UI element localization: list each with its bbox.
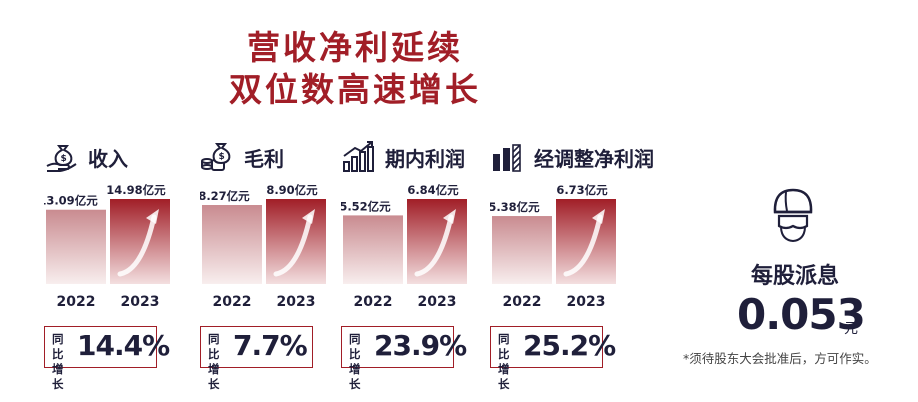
page-title-line-1: 营收净利延续 [247, 28, 463, 67]
bar-chart: 5.38亿元 2022 6.73亿元 2023 [490, 183, 616, 310]
bar-chart: 8.27亿元 2022 8.90亿元 2023 [200, 183, 326, 310]
svg-text:$: $ [219, 152, 225, 162]
metric-header: 期内利润 [341, 140, 465, 174]
growth-value: 23.9% [374, 329, 467, 362]
metric-header: $ 收入 [44, 140, 128, 174]
bar-2022 [202, 205, 262, 284]
bar-2023 [110, 199, 170, 284]
bar-chart: 5.52亿元 2022 6.84亿元 2023 [341, 183, 467, 310]
data-label-2023: 14.98亿元 [106, 183, 166, 197]
growth-arrow-head [443, 209, 456, 224]
category-label-2023: 2023 [567, 294, 606, 310]
metric-label: 毛利 [244, 146, 284, 171]
metric-label: 经调整净利润 [534, 146, 654, 171]
data-label-2022: 8.27亿元 [200, 189, 250, 203]
bar-2022 [492, 216, 552, 284]
bar-2023 [407, 199, 467, 284]
svg-text:$: $ [61, 154, 67, 164]
growth-arrow-head [592, 209, 605, 224]
growth-box: 同比增长 25.2% [490, 326, 616, 391]
growth-label: 同比增长 [349, 332, 361, 391]
category-label-2022: 2022 [213, 294, 252, 310]
page-title-line-2: 双位数高速增长 [229, 70, 481, 109]
growth-box: 同比增长 7.7% [200, 326, 313, 391]
growth-box: 同比增长 14.4% [44, 326, 170, 391]
growth-arrow-head [302, 209, 315, 224]
bar-chart-stripes-icon [493, 144, 521, 172]
metric-header: $ 毛利 [200, 140, 284, 174]
helmet-icon [773, 188, 813, 243]
metric-profit-for-period: 期内利润 5.52亿元 2022 6.84亿元 2023 同比增长 23.9% [341, 140, 511, 391]
growth-value: 25.2% [523, 329, 616, 362]
growth-arrow-head [146, 209, 159, 224]
money-bag-hand-icon: $ [46, 145, 77, 172]
data-label-2023: 6.84亿元 [407, 183, 459, 197]
metric-gross-profit: $ 毛利 8.27亿元 2022 8.90亿元 2023 同比增长 7.7% [200, 140, 370, 391]
category-label-2023: 2023 [121, 294, 160, 310]
data-label-2022: 5.52亿元 [341, 199, 391, 213]
growth-arrow [117, 214, 157, 277]
growth-label: 同比增长 [498, 332, 510, 391]
dividend-unit: 元 [844, 321, 858, 337]
growth-label: 同比增长 [208, 332, 220, 391]
category-label-2022: 2022 [354, 294, 393, 310]
growth-arrow [414, 214, 454, 277]
bar-2023 [556, 199, 616, 284]
data-label-2022: 13.09亿元 [44, 194, 98, 208]
growth-label: 同比增长 [52, 332, 64, 391]
metric-label: 收入 [88, 146, 128, 171]
category-label-2023: 2023 [277, 294, 316, 310]
data-label-2022: 5.38亿元 [490, 200, 540, 214]
growth-value: 7.7% [233, 329, 308, 362]
metric-label: 期内利润 [385, 146, 465, 171]
data-label-2023: 6.73亿元 [556, 183, 608, 197]
metric-header: 经调整净利润 [490, 140, 654, 174]
category-label-2022: 2022 [57, 294, 96, 310]
growth-value: 14.4% [77, 329, 170, 362]
category-label-2023: 2023 [418, 294, 457, 310]
money-coins-icon: $ [201, 143, 231, 171]
dividend-value: 0.053 [737, 290, 866, 339]
dividend-note: *须待股东大会批准后，方可作实。 [683, 351, 877, 366]
dividend-label: 每股派息 [750, 264, 839, 289]
metric-revenue: $ 收入 13.09亿元 2022 14.98亿元 2023 同比增长 14.4% [44, 140, 214, 391]
growth-box: 同比增长 23.9% [341, 326, 467, 391]
growth-arrow [563, 214, 603, 277]
bar-2022 [343, 215, 403, 284]
bar-chart: 13.09亿元 2022 14.98亿元 2023 [44, 183, 170, 310]
bar-2023 [266, 199, 326, 284]
category-label-2022: 2022 [503, 294, 542, 310]
bar-2022 [46, 209, 106, 284]
growth-arrow [273, 214, 313, 277]
bar-chart-up-icon [343, 141, 374, 172]
metric-adjusted-net-profit: 经调整净利润 5.38亿元 2022 6.73亿元 2023 同比增长 25.2% [490, 140, 660, 391]
data-label-2023: 8.90亿元 [266, 183, 318, 197]
